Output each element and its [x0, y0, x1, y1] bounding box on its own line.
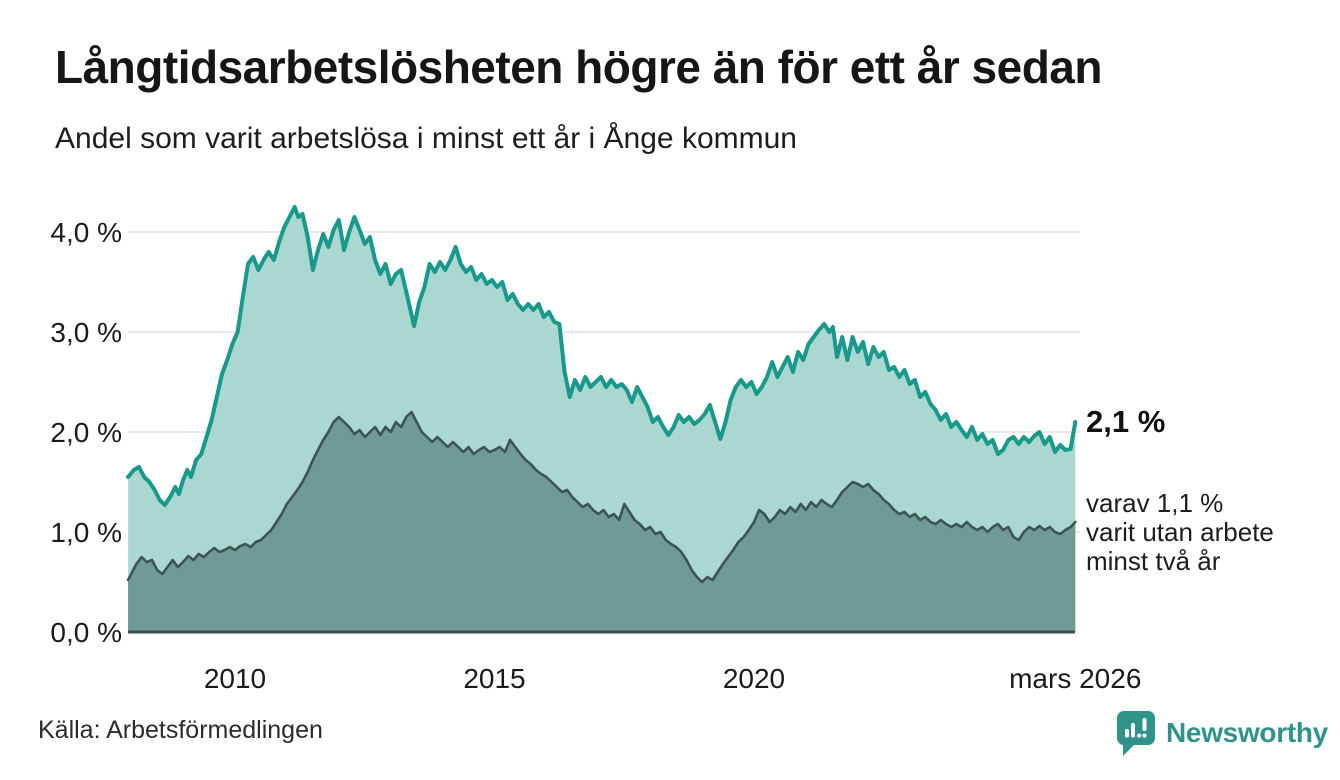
y-tick-label-4: 4,0 % — [50, 217, 122, 248]
chart-subtitle: Andel som varit arbetslösa i minst ett å… — [55, 122, 797, 155]
newsworthy-wordmark: Newsworthy — [1166, 717, 1328, 748]
page-title: Långtidsarbetslösheten högre än för ett … — [55, 41, 1102, 93]
y-tick-label-0: 0,0 % — [50, 617, 122, 648]
x-tick-label-2010: 2010 — [204, 663, 266, 694]
breakdown-line-2: varit utan arbete — [1086, 517, 1274, 547]
y-tick-label-1: 1,0 % — [50, 517, 122, 548]
newsworthy-logo: Newsworthy — [1115, 708, 1328, 758]
latest-total-annotation: 2,1 % — [1086, 404, 1166, 439]
source-credit: Källa: Arbetsförmedlingen — [38, 716, 323, 744]
area-unemployed-2yr — [128, 412, 1076, 632]
latest-breakdown-annotation: varav 1,1 % varit utan arbete minst två … — [1086, 489, 1274, 576]
y-tick-label-2: 2,0 % — [50, 417, 122, 448]
breakdown-line-3: minst två år — [1086, 546, 1221, 576]
breakdown-line-1: varav 1,1 % — [1086, 488, 1224, 518]
newsworthy-speech-bubble-chart-icon — [1115, 709, 1157, 757]
x-tick-label-mars-2026: mars 2026 — [1009, 663, 1141, 694]
x-tick-label-2015: 2015 — [463, 663, 525, 694]
y-tick-label-3: 3,0 % — [50, 317, 122, 348]
line-total-unemployed-1yr — [126, 205, 1078, 507]
x-tick-label-2020: 2020 — [723, 663, 785, 694]
line-unemployed-2yr — [126, 410, 1077, 584]
